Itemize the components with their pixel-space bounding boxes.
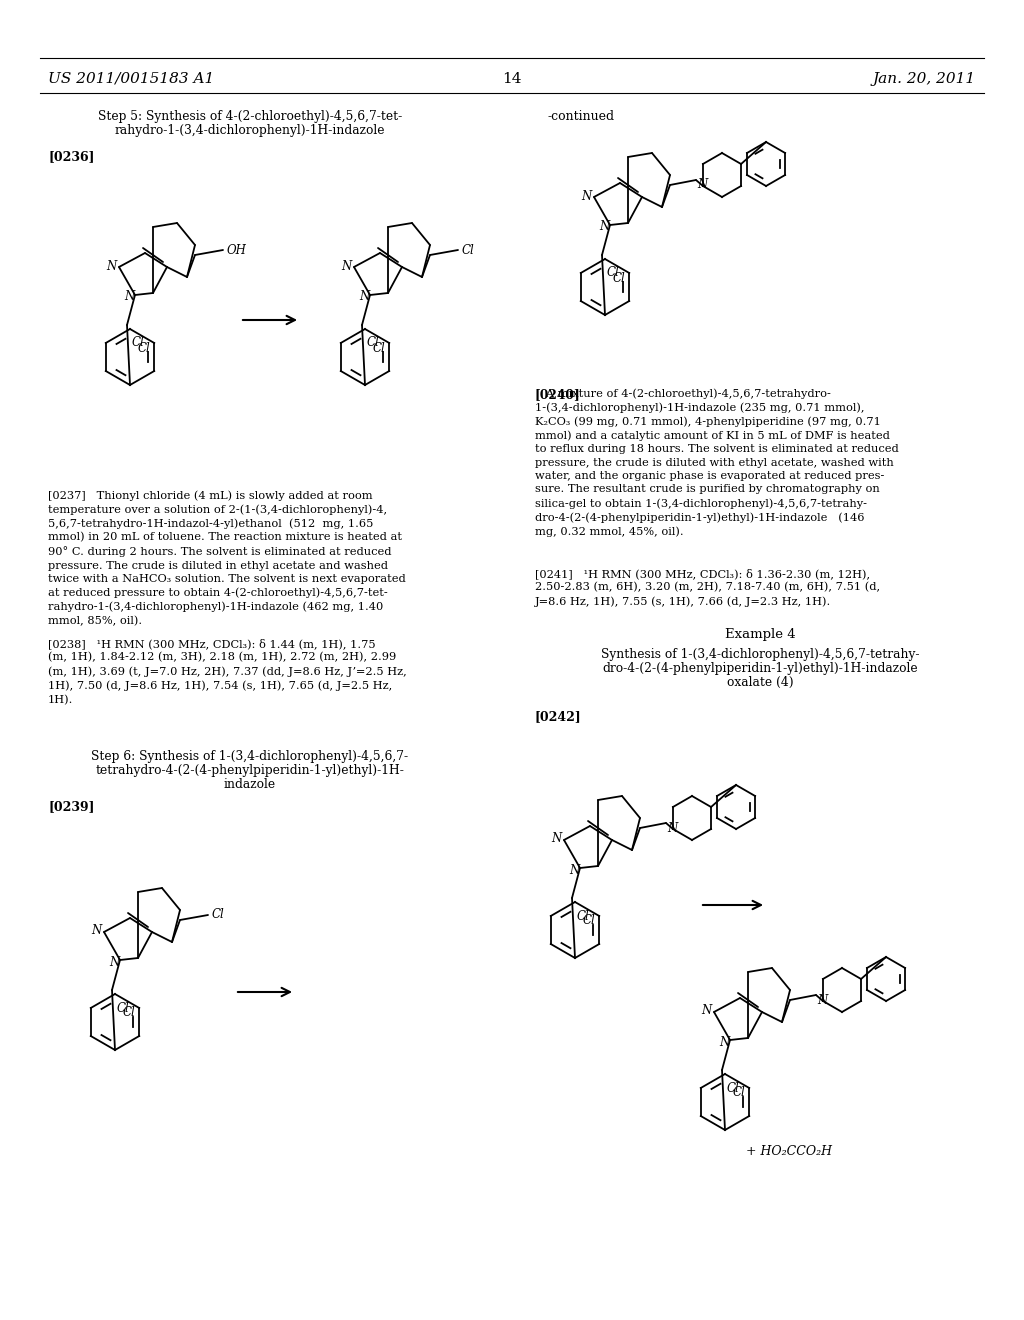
Text: N: N xyxy=(817,994,827,1006)
Text: Step 6: Synthesis of 1-(3,4-dichlorophenyl)-4,5,6,7-: Step 6: Synthesis of 1-(3,4-dichlorophen… xyxy=(91,750,409,763)
Text: N: N xyxy=(581,190,591,202)
Text: N: N xyxy=(91,924,101,937)
Text: Cl: Cl xyxy=(373,342,385,355)
Text: [0238]   ¹H RMN (300 MHz, CDCl₃): δ 1.44 (m, 1H), 1.75
(m, 1H), 1.84-2.12 (m, 3H: [0238] ¹H RMN (300 MHz, CDCl₃): δ 1.44 (… xyxy=(48,638,407,705)
Text: [0240]: [0240] xyxy=(535,388,581,401)
Text: tetrahydro-4-(2-(4-phenylpiperidin-1-yl)ethyl)-1H-: tetrahydro-4-(2-(4-phenylpiperidin-1-yl)… xyxy=(95,764,404,777)
Text: N: N xyxy=(341,260,351,272)
Text: Cl: Cl xyxy=(132,337,144,350)
Text: Cl: Cl xyxy=(577,909,590,923)
Text: Cl: Cl xyxy=(137,342,151,355)
Text: Step 5: Synthesis of 4-(2-chloroethyl)-4,5,6,7-tet-: Step 5: Synthesis of 4-(2-chloroethyl)-4… xyxy=(98,110,402,123)
Text: N: N xyxy=(105,260,116,272)
Text: rahydro-1-(3,4-dichlorophenyl)-1H-indazole: rahydro-1-(3,4-dichlorophenyl)-1H-indazo… xyxy=(115,124,385,137)
Text: Cl: Cl xyxy=(607,267,620,280)
Text: Cl: Cl xyxy=(367,337,380,350)
Text: OH: OH xyxy=(227,243,247,256)
Text: N: N xyxy=(719,1035,729,1048)
Text: Cl: Cl xyxy=(212,908,224,921)
Text: N: N xyxy=(696,178,708,191)
Text: Cl: Cl xyxy=(462,243,475,256)
Text: N: N xyxy=(109,956,119,969)
Text: Cl: Cl xyxy=(117,1002,130,1015)
Text: N: N xyxy=(667,821,677,834)
Text: N: N xyxy=(358,290,369,304)
Text: [0242]: [0242] xyxy=(535,710,582,723)
Text: US 2011/0015183 A1: US 2011/0015183 A1 xyxy=(48,73,214,86)
Text: 14: 14 xyxy=(502,73,522,86)
Text: oxalate (4): oxalate (4) xyxy=(727,676,794,689)
Text: N: N xyxy=(569,863,580,876)
Text: A mixture of 4-(2-chloroethyl)-4,5,6,7-tetrahydro-
1-(3,4-dichlorophenyl)-1H-ind: A mixture of 4-(2-chloroethyl)-4,5,6,7-t… xyxy=(535,388,899,537)
Text: Cl: Cl xyxy=(583,915,595,928)
Text: Jan. 20, 2011: Jan. 20, 2011 xyxy=(872,73,976,86)
Text: indazole: indazole xyxy=(224,777,276,791)
Text: Cl: Cl xyxy=(727,1081,739,1094)
Text: N: N xyxy=(124,290,134,304)
Text: Cl: Cl xyxy=(732,1086,745,1100)
Text: N: N xyxy=(599,220,609,234)
Text: + HO₂CCO₂H: + HO₂CCO₂H xyxy=(746,1144,831,1158)
Text: Cl: Cl xyxy=(123,1006,135,1019)
Text: N: N xyxy=(700,1005,711,1018)
Text: dro-4-(2-(4-phenylpiperidin-1-yl)ethyl)-1H-indazole: dro-4-(2-(4-phenylpiperidin-1-yl)ethyl)-… xyxy=(602,663,918,675)
Text: [0237]   Thionyl chloride (4 mL) is slowly added at room
temperature over a solu: [0237] Thionyl chloride (4 mL) is slowly… xyxy=(48,490,406,626)
Text: -continued: -continued xyxy=(548,110,615,123)
Text: [0236]: [0236] xyxy=(48,150,94,162)
Text: N: N xyxy=(551,833,561,846)
Text: Synthesis of 1-(3,4-dichlorophenyl)-4,5,6,7-tetrahy-: Synthesis of 1-(3,4-dichlorophenyl)-4,5,… xyxy=(601,648,920,661)
Text: Cl: Cl xyxy=(612,272,626,285)
Text: [0239]: [0239] xyxy=(48,800,94,813)
Text: Example 4: Example 4 xyxy=(725,628,796,642)
Text: [0241]   ¹H RMN (300 MHz, CDCl₃): δ 1.36-2.30 (m, 12H),
2.50-2.83 (m, 6H), 3.20 : [0241] ¹H RMN (300 MHz, CDCl₃): δ 1.36-2… xyxy=(535,568,880,607)
